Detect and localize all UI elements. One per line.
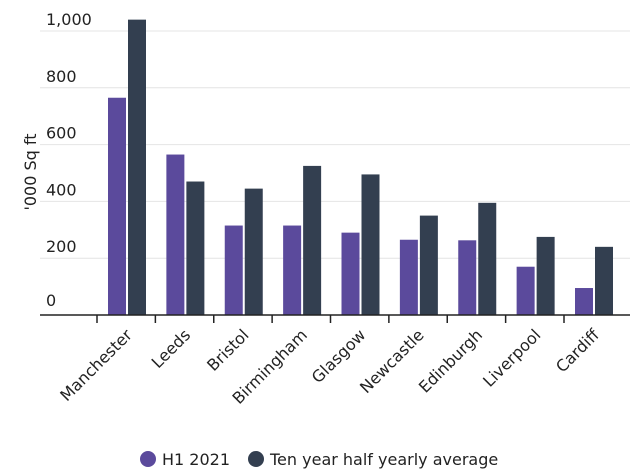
legend-label: Ten year half yearly average — [269, 450, 498, 469]
x-category-label: Bristol — [203, 325, 252, 374]
legend-marker — [140, 451, 156, 467]
x-category-label: Liverpool — [479, 325, 544, 390]
y-tick-label: 200 — [46, 237, 77, 256]
bar-h1-2021-cardiff — [575, 288, 593, 315]
x-category-label: Cardiff — [552, 325, 604, 377]
legend: H1 2021 Ten year half yearly average — [140, 450, 498, 469]
bar-h1-2021-leeds — [166, 154, 185, 315]
bar-h1-2021-edinburgh — [458, 240, 477, 315]
x-category-label: Leeds — [148, 325, 195, 372]
x-category-label: Glasgow — [308, 325, 370, 387]
y-tick-label: 800 — [46, 67, 77, 86]
y-axis-ticks: 0 200 400 600 800 1,000 — [46, 10, 92, 310]
x-category-label: Edinburgh — [415, 325, 486, 396]
bar-ten-year-average-glasgow — [361, 174, 380, 315]
bar-ten-year-average-newcastle — [419, 215, 438, 315]
bar-ten-year-average-birmingham — [303, 165, 322, 315]
bar-ten-year-average-bristol — [244, 188, 263, 315]
bars — [108, 19, 613, 316]
bar-ten-year-average-leeds — [186, 181, 205, 315]
y-tick-label: 400 — [46, 180, 77, 199]
bar-ten-year-average-liverpool — [536, 236, 555, 315]
x-category-label: Manchester — [56, 325, 136, 405]
legend-marker — [248, 451, 264, 467]
y-tick-label: 600 — [46, 124, 77, 143]
bar-h1-2021-manchester — [108, 97, 126, 316]
legend-label: H1 2021 — [162, 450, 230, 469]
bar-ten-year-average-cardiff — [595, 246, 613, 315]
x-axis: Manchester Leeds BristolBirminghamGlasgowN… — [40, 314, 630, 408]
bar-h1-2021-glasgow — [341, 232, 360, 315]
bar-h1-2021-newcastle — [399, 239, 418, 315]
y-axis-title: '000 Sq ft — [21, 133, 40, 210]
bar-h1-2021-bristol — [224, 225, 243, 315]
bar-h1-2021-birmingham — [283, 225, 302, 315]
bar-ten-year-average-edinburgh — [478, 202, 497, 315]
y-tick-label: 0 — [46, 291, 56, 310]
bar-h1-2021-liverpool — [516, 266, 535, 315]
bar-ten-year-average-manchester — [128, 19, 146, 315]
y-tick-label: 1,000 — [46, 10, 92, 29]
